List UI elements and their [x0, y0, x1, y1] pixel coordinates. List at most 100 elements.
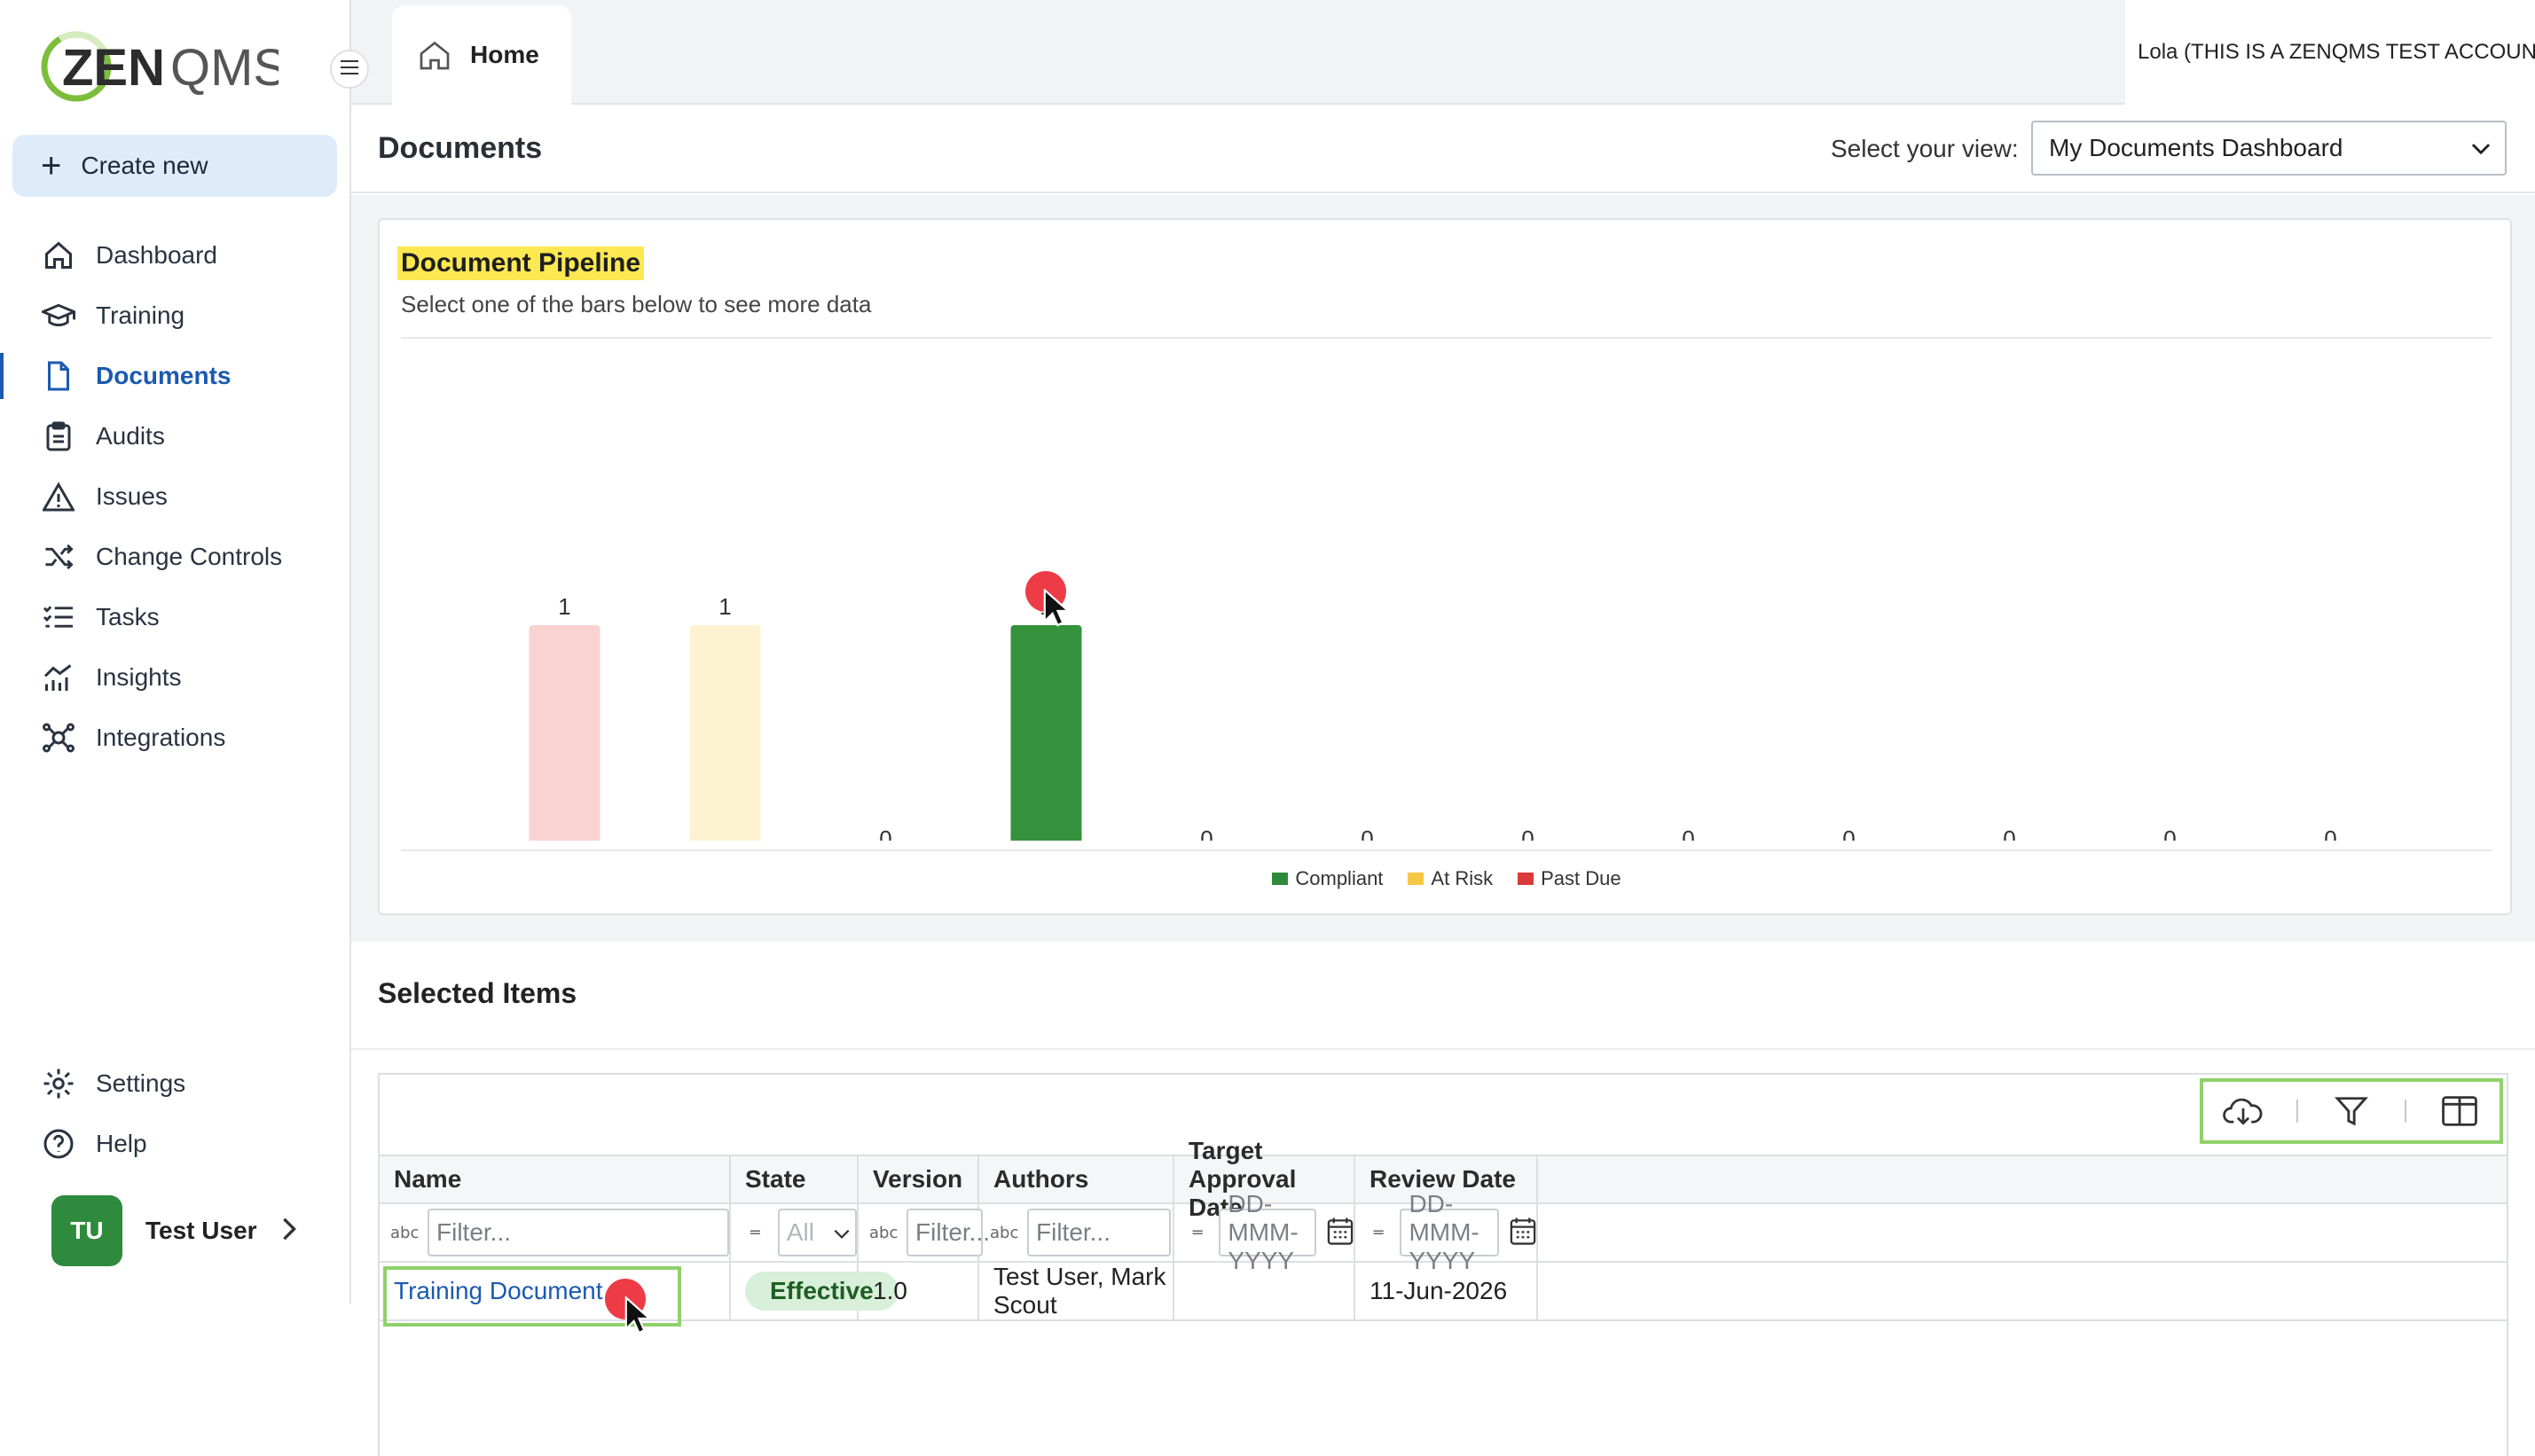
state-filter-cell: ═ All	[731, 1204, 859, 1261]
sidebar-item-training[interactable]: Training	[0, 286, 349, 346]
data-label: 0	[879, 826, 891, 841]
chevron-down-icon	[2469, 137, 2492, 166]
authors-filter-input[interactable]: Filter...	[1027, 1209, 1171, 1256]
sidebar-item-label: Insights	[96, 663, 182, 691]
bar-past-due[interactable]	[529, 625, 600, 841]
clipboard-icon	[41, 419, 76, 454]
sidebar-item-integrations[interactable]: Integrations	[0, 708, 349, 768]
column-header-authors[interactable]: Authors	[979, 1156, 1174, 1202]
sidebar-item-label: Change Controls	[96, 543, 283, 570]
bar-apr[interactable]	[689, 625, 761, 841]
document-pipeline-card: Document Pipeline Select one of the bars…	[378, 218, 2512, 915]
text-filter-icon: abc	[390, 1223, 420, 1242]
sidebar-item-label: Audits	[96, 422, 165, 450]
data-label: 0	[1200, 826, 1213, 841]
pipeline-chart: 1Past Due1Apr0May1Jun0Jul0Aug0Sep0Oct0No…	[529, 593, 2337, 841]
column-header-version[interactable]: Version	[859, 1156, 979, 1202]
chevron-right-icon	[280, 1217, 298, 1246]
sidebar-item-documents[interactable]: Documents	[0, 346, 349, 406]
bar-jun[interactable]	[1010, 625, 1082, 841]
status-badge: Effective	[745, 1272, 899, 1311]
svg-text:ZEN: ZEN	[62, 39, 165, 97]
sidebar-item-insights[interactable]: Insights	[0, 647, 349, 708]
user-menu[interactable]: TU Test User	[51, 1195, 298, 1266]
filter-button[interactable]	[2325, 1084, 2378, 1138]
create-new-button[interactable]: + Create new	[12, 135, 337, 197]
sidebar-item-tasks[interactable]: Tasks	[0, 587, 349, 647]
target-date-filter-cell: ═ DD-MMM-YYYY	[1174, 1190, 1355, 1274]
selected-items-grid: Name State Version Authors Target Approv…	[378, 1073, 2508, 1456]
integrations-icon	[41, 720, 76, 755]
columns-button[interactable]	[2433, 1084, 2486, 1138]
review-date-filter-input[interactable]: DD-MMM-YYYY	[1400, 1190, 1499, 1274]
home-icon	[41, 238, 76, 273]
mouse-cursor-icon	[1043, 589, 1070, 627]
sidebar-item-audits[interactable]: Audits	[0, 406, 349, 466]
task-list-icon	[41, 599, 76, 635]
legend-item[interactable]: Compliant	[1272, 867, 1383, 890]
user-name: Test User	[145, 1217, 257, 1244]
sidebar-item-help[interactable]: Help	[0, 1114, 349, 1174]
equals-icon: ═	[1192, 1223, 1203, 1242]
target-approval-date-cell	[1174, 1263, 1355, 1319]
data-label: 0	[2003, 826, 2015, 841]
legend-item[interactable]: At Risk	[1408, 867, 1493, 890]
sidebar-item-label: Issues	[96, 482, 168, 510]
filter-icon	[2335, 1097, 2368, 1126]
home-icon	[419, 40, 451, 70]
sidebar-item-label: Training	[96, 301, 185, 329]
sidebar-collapse-button[interactable]	[330, 50, 369, 89]
calendar-icon[interactable]	[1510, 1217, 1536, 1249]
data-label: 0	[1521, 826, 1534, 841]
avatar: TU	[51, 1195, 122, 1266]
page-header: Documents Select your view: My Documents…	[351, 105, 2535, 193]
sidebar: ZEN QMS + Create new Dashboard Training …	[0, 0, 351, 1303]
account-name[interactable]: Lola (THIS IS A ZENQMS TEST ACCOUNT)	[2125, 0, 2535, 105]
page-title: Documents	[378, 131, 543, 165]
warning-icon	[41, 479, 76, 514]
export-button[interactable]	[2217, 1084, 2270, 1138]
view-select[interactable]: My Documents Dashboard	[2031, 121, 2507, 176]
view-select-label: Select your view:	[1831, 135, 2019, 162]
data-label: 0	[2324, 826, 2336, 841]
sidebar-item-settings[interactable]: Settings	[0, 1053, 349, 1114]
document-link[interactable]: Training Document	[394, 1277, 603, 1304]
version-cell: 1.0	[859, 1263, 979, 1319]
view-select-value: My Documents Dashboard	[2049, 134, 2343, 161]
sidebar-item-change-controls[interactable]: Change Controls	[0, 527, 349, 587]
shuffle-icon	[41, 539, 76, 575]
calendar-icon[interactable]	[1327, 1217, 1354, 1249]
sidebar-item-issues[interactable]: Issues	[0, 466, 349, 527]
selected-items-section: Selected Items Name State Version Author…	[351, 942, 2535, 1456]
chart-legend: Compliant At Risk Past Due	[380, 867, 2514, 890]
column-header-review-date[interactable]: Review Date	[1355, 1156, 1538, 1202]
state-filter-select[interactable]: All	[777, 1209, 857, 1256]
version-filter-input[interactable]: Filter...	[906, 1209, 990, 1256]
toolbar-separator	[2405, 1100, 2406, 1123]
grid-toolbar	[2200, 1078, 2503, 1144]
sidebar-item-label: Dashboard	[96, 241, 217, 269]
filter-row: abc Filter... ═ All abc Filter... abc Fi…	[380, 1190, 2507, 1274]
target-date-filter-input[interactable]: DD-MMM-YYYY	[1219, 1190, 1316, 1274]
sidebar-item-label: Integrations	[96, 724, 226, 751]
zenqms-logo[interactable]: ZEN QMS	[39, 27, 279, 106]
sidebar-item-dashboard[interactable]: Dashboard	[0, 225, 349, 286]
state-filter-value: All	[786, 1218, 814, 1246]
legend-label: Past Due	[1541, 867, 1621, 889]
data-label: 0	[1842, 826, 1855, 841]
columns-icon	[2442, 1096, 2477, 1126]
document-icon	[41, 358, 76, 394]
tab-home-label: Home	[470, 41, 539, 68]
cloud-download-icon	[2223, 1098, 2263, 1125]
tab-home[interactable]: Home	[392, 5, 571, 105]
legend-item[interactable]: Past Due	[1518, 867, 1621, 890]
legend-label: At Risk	[1431, 867, 1494, 889]
divider	[401, 337, 2492, 339]
sidebar-item-label: Help	[96, 1130, 147, 1157]
name-filter-cell: abc Filter...	[380, 1204, 731, 1261]
column-header-name[interactable]: Name	[380, 1156, 731, 1202]
name-filter-input[interactable]: Filter...	[428, 1209, 729, 1256]
name-cell: Training Document	[380, 1263, 731, 1327]
create-new-label: Create new	[81, 152, 208, 179]
column-header-state[interactable]: State	[731, 1156, 859, 1202]
